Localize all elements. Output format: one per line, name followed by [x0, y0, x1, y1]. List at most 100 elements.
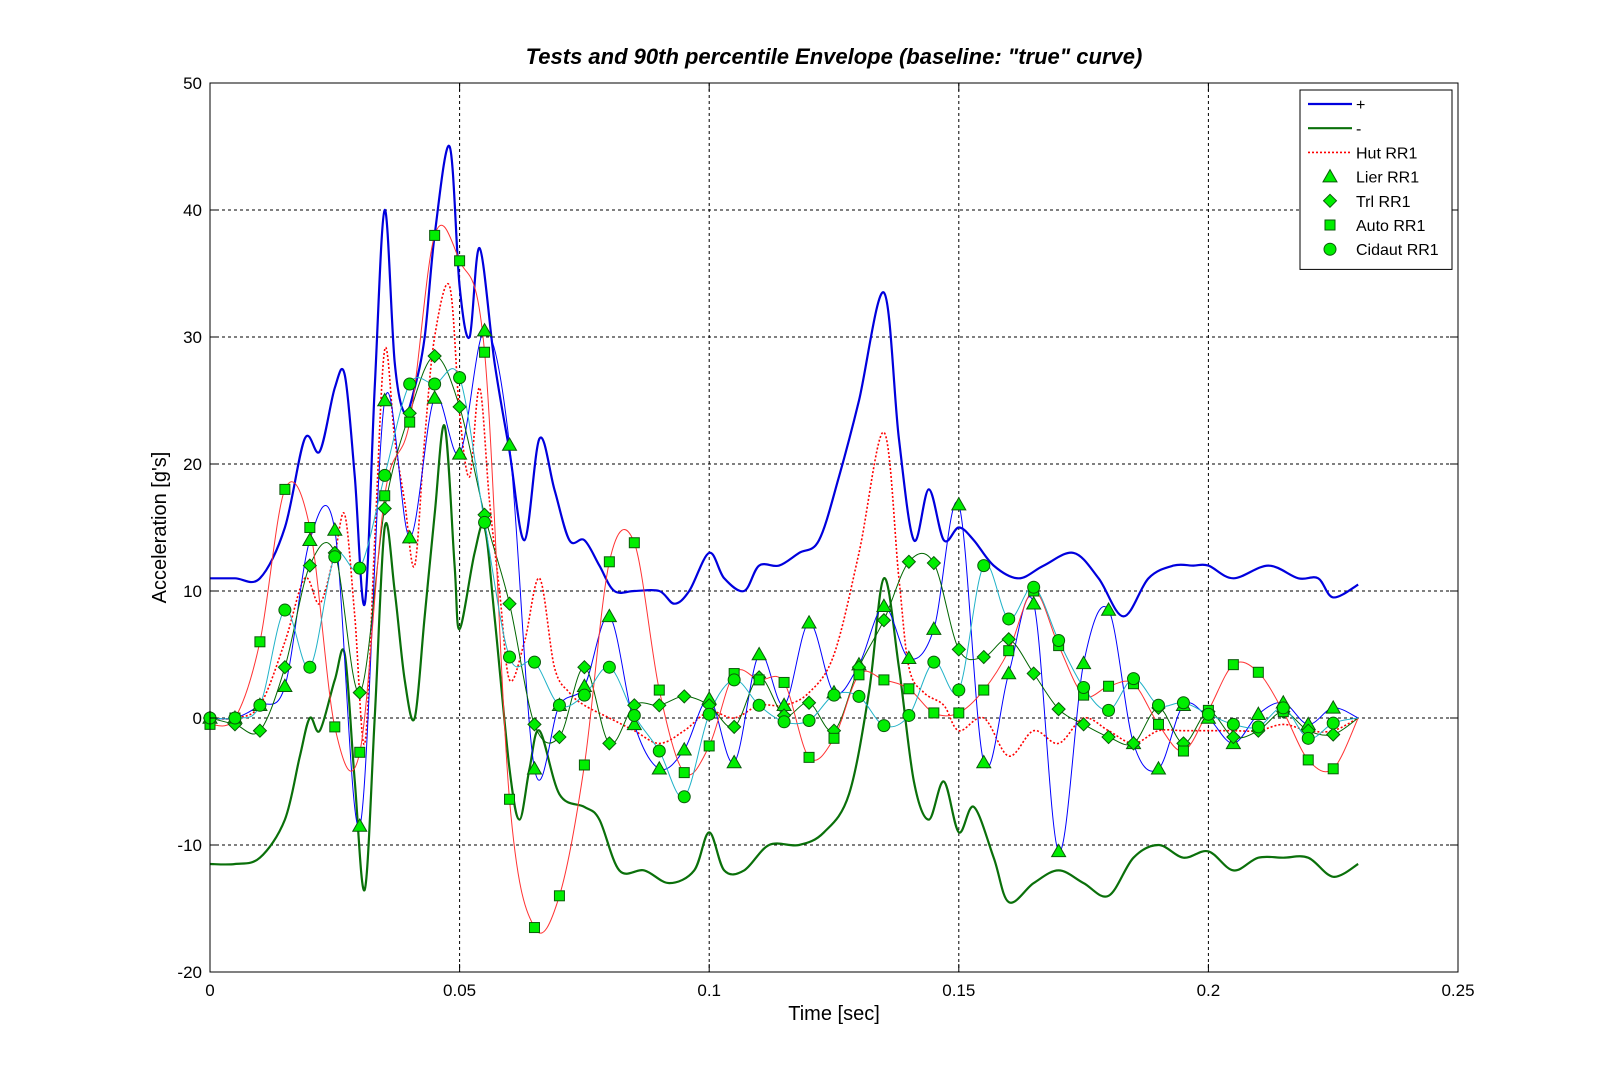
data-point-cidaut-rr1: [577, 688, 591, 702]
data-point-trl-rr1: [976, 649, 991, 665]
data-point-cidaut-rr1: [1052, 634, 1066, 648]
data-point-cidaut-rr1: [1326, 716, 1340, 730]
legend-item-cidaut-rr1: Cidaut RR1: [1323, 242, 1439, 259]
data-point-cidaut-rr1: [428, 377, 442, 391]
legend-item-trl-rr1: Trl RR1: [1322, 193, 1411, 211]
x-tick-label: 0.2: [1197, 981, 1221, 1000]
data-point-auto-rr1: [279, 483, 291, 495]
data-point-lier-rr1: [326, 522, 343, 536]
y-tick-label: 50: [183, 74, 202, 93]
data-point-trl-rr1: [527, 717, 542, 732]
data-point-auto-rr1: [329, 721, 341, 733]
data-point-trl-rr1: [926, 555, 942, 571]
axis-ticks: 0 0.05 0.1 0.15 0.2 0.25 -20 -10 0 10 20 30 40 50: [177, 74, 1474, 1000]
data-point-auto-rr1: [778, 676, 790, 688]
data-point-auto-rr1: [1302, 754, 1314, 766]
legend-item-hut-rr1: Hut RR1: [1308, 145, 1417, 162]
data-point-trl-rr1: [951, 642, 967, 657]
data-point-auto-rr1: [1327, 763, 1339, 775]
data-point-cidaut-rr1: [977, 559, 991, 573]
data-point-trl-rr1: [277, 659, 293, 675]
data-point-auto-rr1: [578, 759, 590, 771]
data-point-cidaut-rr1: [527, 655, 541, 669]
data-point-auto-rr1: [878, 674, 890, 686]
data-point-cidaut-rr1: [727, 673, 741, 687]
data-point-auto-rr1: [1177, 745, 1189, 757]
data-point-cidaut-rr1: [627, 708, 641, 722]
data-point-auto-rr1: [953, 707, 965, 719]
data-point-lier-rr1: [277, 678, 293, 692]
data-point-trl-rr1: [502, 596, 517, 611]
data-point-auto-rr1: [479, 346, 491, 358]
data-point-trl-rr1: [602, 736, 617, 751]
data-point-cidaut-rr1: [827, 688, 841, 702]
data-point-lier-rr1: [451, 445, 468, 460]
data-point-trl-rr1: [1226, 729, 1241, 745]
data-point-auto-rr1: [828, 732, 840, 744]
series-markers: [202, 229, 1342, 934]
data-point-lier-rr1: [526, 760, 543, 775]
data-point-auto-rr1: [404, 416, 416, 428]
data-point-trl-rr1: [252, 723, 268, 738]
data-point-cidaut-rr1: [1151, 698, 1165, 712]
data-point-lier-rr1: [501, 436, 518, 451]
data-point-auto-rr1: [653, 684, 665, 696]
data-point-cidaut-rr1: [303, 660, 317, 674]
data-point-cidaut-rr1: [902, 708, 916, 722]
data-point-lier-rr1: [651, 760, 668, 775]
legend: + - Hut RR1 Lier RR1 Trl RR1 Auto RR1 Cidaut R…: [1299, 89, 1453, 270]
data-point-auto-rr1: [528, 922, 540, 934]
legend-label-lower-envelope: -: [1356, 121, 1361, 138]
data-point-lier-rr1: [426, 389, 443, 404]
y-tick-label: 40: [183, 201, 202, 220]
data-point-cidaut-rr1: [1201, 707, 1215, 721]
data-point-cidaut-rr1: [1226, 717, 1240, 731]
data-point-cidaut-rr1: [1102, 703, 1116, 717]
data-point-cidaut-rr1: [1251, 720, 1265, 734]
data-point-cidaut-rr1: [253, 698, 267, 712]
y-axis-label: Acceleration [g's]: [149, 452, 171, 604]
data-point-cidaut-rr1: [478, 515, 492, 529]
y-tick-label: 10: [183, 582, 202, 601]
chart-title: Tests and 90th percentile Envelope (base…: [526, 44, 1143, 69]
data-point-auto-rr1: [928, 707, 940, 719]
series-line-trl-rr1: [209, 355, 1359, 746]
data-point-trl-rr1: [1101, 729, 1116, 745]
data-point-trl-rr1: [377, 501, 392, 516]
data-point-auto-rr1: [1152, 718, 1164, 730]
data-point-trl-rr1: [726, 719, 742, 735]
data-point-lier-rr1: [726, 754, 743, 769]
legend-label-cidaut-rr1: Cidaut RR1: [1356, 242, 1439, 259]
data-point-auto-rr1: [603, 556, 615, 568]
data-point-lier-rr1: [1100, 602, 1117, 616]
plot-area-frame: [209, 82, 1459, 973]
data-point-trl-rr1: [652, 698, 667, 713]
data-point-auto-rr1: [553, 890, 565, 902]
data-point-cidaut-rr1: [852, 689, 866, 703]
legend-label-lier-rr1: Lier RR1: [1356, 170, 1419, 187]
data-point-trl-rr1: [302, 558, 318, 573]
data-point-lier-rr1: [1025, 595, 1042, 610]
data-point-lier-rr1: [476, 322, 493, 337]
data-point-auto-rr1: [753, 674, 765, 686]
data-point-cidaut-rr1: [403, 377, 417, 391]
data-point-auto-rr1: [853, 669, 865, 681]
data-point-cidaut-rr1: [677, 790, 691, 804]
data-point-trl-rr1: [1325, 727, 1341, 742]
data-point-auto-rr1: [254, 636, 266, 648]
data-point-cidaut-rr1: [1127, 672, 1141, 686]
data-point-auto-rr1: [429, 229, 441, 241]
data-point-cidaut-rr1: [702, 707, 716, 721]
data-point-lier-rr1: [626, 716, 643, 731]
data-point-cidaut-rr1: [652, 744, 666, 758]
data-point-lier-rr1: [601, 608, 618, 623]
data-point-lier-rr1: [676, 741, 693, 756]
x-tick-label: 0.1: [697, 981, 721, 1000]
y-tick-label: 0: [193, 709, 202, 728]
data-point-cidaut-rr1: [952, 683, 966, 697]
data-point-cidaut-rr1: [453, 371, 467, 385]
data-point-lier-rr1: [376, 392, 393, 407]
data-point-lier-rr1: [950, 496, 967, 511]
